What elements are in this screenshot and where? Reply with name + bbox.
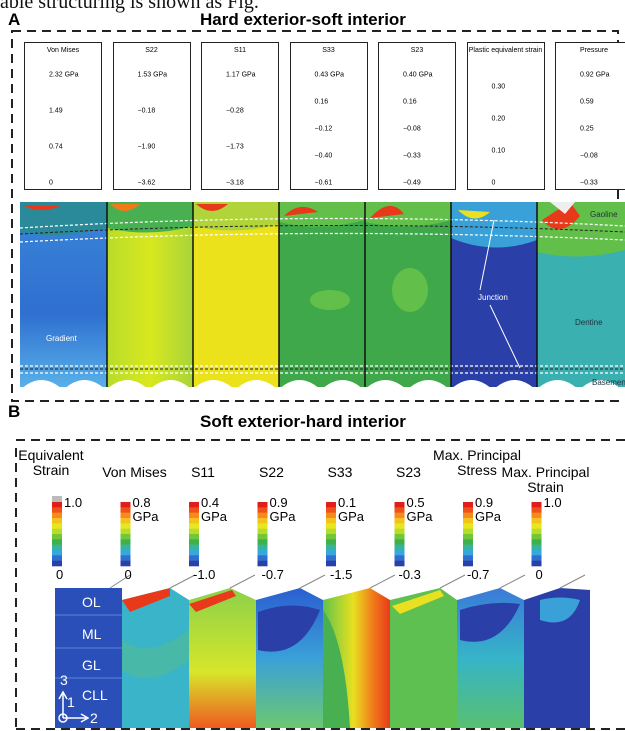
tick-label: 0.59 [580,99,594,106]
legend-min: -1.5 [330,568,352,582]
legend-min: -0.3 [399,568,421,582]
tick-label: 0.40 GPa [403,72,433,79]
tick-label: 2.32 GPa [49,72,79,79]
page: { "header_fragment": "able structuring i… [0,0,625,731]
legend-title: Von Mises [25,47,101,55]
legend-title: S23 [379,47,455,55]
legend-box: S33 0.43 GPa 0.16 −0.12 −0.40 −0.61 [290,42,368,190]
region-label: Basement [592,378,625,387]
layer-label: OL [82,594,101,610]
region-label: Gaoline [590,210,618,219]
layer-label: CLL [82,687,108,703]
tick-label: 0.43 GPa [315,72,345,79]
legend-box: Pressure 0.92 GPa 0.59 0.25 −0.08 −0.33 [555,42,625,190]
legend-box: S22 1.53 GPa −0.18 −1.90 −3.62 [113,42,191,190]
legend-min: -1.0 [193,568,215,582]
legend-min: -0.7 [467,568,489,582]
tick-label: 0.20 [492,116,506,123]
legend-title: Plastic equivalent strain [468,47,544,55]
tick-label: −0.12 [315,126,333,133]
tick-label: 1.49 [49,108,63,115]
axis-label: 1 [67,694,75,710]
region-label: Dentine [575,318,603,327]
axis-label: 3 [60,672,68,688]
tick-label: −0.33 [403,153,421,160]
tick-label: 1.17 GPa [226,72,256,79]
tick-label: 0 [492,180,496,187]
contour-plots-b [55,575,590,728]
tick-label: 0.16 [315,99,329,106]
legend-min: 0 [56,568,63,582]
legend-box: Plastic equivalent strain 0.30 0.20 0.10 0 [467,42,545,190]
legend-max: 0.8 GPa [133,496,167,524]
legend-max: 0.5 GPa [407,496,441,524]
contour-plots-a [20,202,625,400]
legend-title: Pressure [556,47,625,55]
tick-label: −3.62 [138,180,156,187]
tick-label: 0.74 [49,144,63,151]
tick-label: 0 [49,180,53,187]
tick-label: −0.08 [580,153,598,160]
layer-label: GL [82,657,101,673]
legend-box: S23 0.40 GPa 0.16 −0.08 −0.33 −0.49 [378,42,456,190]
tick-label: −0.18 [138,108,156,115]
tick-label: −0.49 [403,180,421,187]
legend-min: -0.7 [262,568,284,582]
legend-min: 0 [125,568,132,582]
tick-label: −0.28 [226,108,244,115]
region-label: Gradient [46,334,77,343]
legend-title: S33 [291,47,367,55]
tick-label: 0.25 [580,126,594,133]
legend-title: S22 [114,47,190,55]
layer-label: ML [82,626,101,642]
tick-label: −0.61 [315,180,333,187]
legend-max: 0.4 GPa [201,496,235,524]
tick-label: 0.92 GPa [580,72,610,79]
tick-label: 0.10 [492,148,506,155]
tick-label: −0.40 [315,153,333,160]
legend-max: 0.9 GPa [270,496,304,524]
tick-label: −3.18 [226,180,244,187]
legend-box: S11 1.17 GPa −0.28 −1.73 −3.18 [201,42,279,190]
axis-label: 2 [90,710,98,726]
tick-label: −0.08 [403,126,421,133]
tick-label: 0.30 [492,84,506,91]
legend-max: 1.0 [544,496,578,510]
tick-label: −1.90 [138,144,156,151]
tick-label: −1.73 [226,144,244,151]
legend-title: S11 [202,47,278,55]
tick-label: 1.53 GPa [138,72,168,79]
legend-title: Max. Principal Strain [486,465,606,495]
legend-max: 1.0 [64,496,98,510]
tick-label: −0.33 [580,180,598,187]
legend-max: 0.9 GPa [475,496,509,524]
legend-box: Von Mises 2.32 GPa 1.49 0.74 0 [24,42,102,190]
tick-label: 0.16 [403,99,417,106]
region-label: Junction [478,293,508,302]
legend-max: 0.1 GPa [338,496,372,524]
legend-min: 0 [536,568,543,582]
